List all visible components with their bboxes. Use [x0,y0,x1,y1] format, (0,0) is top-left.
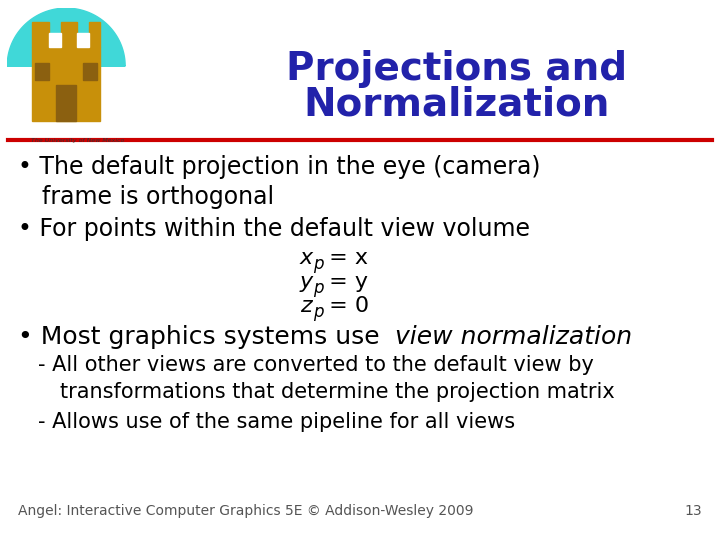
Text: p: p [313,303,323,321]
Polygon shape [83,63,97,80]
Text: - All other views are converted to the default view by: - All other views are converted to the d… [38,355,594,375]
Text: z: z [300,296,312,316]
Text: - Allows use of the same pipeline for all views: - Allows use of the same pipeline for al… [38,412,515,432]
Text: Angel: Interactive Computer Graphics 5E © Addison-Wesley 2009: Angel: Interactive Computer Graphics 5E … [18,504,474,518]
Polygon shape [35,63,50,80]
Text: p: p [313,255,323,273]
Text: Normalization: Normalization [304,85,610,123]
Polygon shape [78,33,89,46]
Polygon shape [32,22,50,46]
Text: view normalization: view normalization [395,325,632,349]
Text: frame is orthogonal: frame is orthogonal [42,185,274,209]
Polygon shape [60,22,78,46]
Text: = x: = x [322,248,368,268]
Text: The University of New Mexico: The University of New Mexico [31,138,124,143]
Text: = 0: = 0 [322,296,369,316]
Text: Projections and: Projections and [287,50,628,88]
Polygon shape [32,46,100,121]
Polygon shape [50,33,60,46]
Text: = y: = y [322,272,368,292]
Text: • The default projection in the eye (camera): • The default projection in the eye (cam… [18,155,541,179]
Polygon shape [7,8,125,66]
Text: y: y [300,272,313,292]
Text: p: p [313,279,323,297]
Text: • For points within the default view volume: • For points within the default view vol… [18,217,530,241]
Text: transformations that determine the projection matrix: transformations that determine the proje… [60,382,615,402]
Polygon shape [89,22,100,46]
Text: 13: 13 [685,504,702,518]
Text: • Most graphics systems use: • Most graphics systems use [18,325,387,349]
Polygon shape [56,85,76,121]
Text: x: x [300,248,313,268]
